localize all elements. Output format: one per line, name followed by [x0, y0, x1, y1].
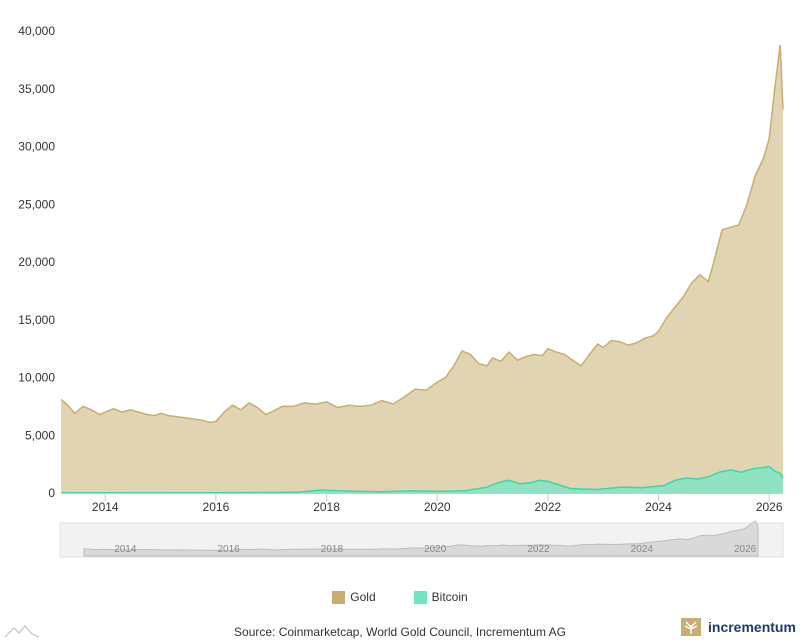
navigator-tick-label: 2022	[527, 544, 550, 555]
legend-item-gold[interactable]: Gold	[332, 590, 376, 604]
x-tick-label: 2024	[645, 500, 672, 514]
source-note: Source: Coinmarketcap, World Gold Counci…	[234, 625, 566, 639]
bitcoin-line	[60, 465, 784, 494]
x-tick-label: 2014	[92, 500, 119, 514]
legend-label-gold: Gold	[350, 590, 376, 604]
navigator-tick-label: 2020	[424, 544, 447, 555]
y-tick-label: 40,000	[18, 24, 55, 38]
navigator-tick-label: 2014	[114, 544, 137, 555]
y-tick-label: 30,000	[18, 140, 55, 154]
navigator-series	[83, 520, 759, 557]
y-tick-label: 10,000	[18, 371, 55, 385]
y-axis: 0 5,000 10,000 15,000 20,000 25,000 30,000 35,0…	[18, 24, 55, 500]
x-tick-label: 2016	[203, 500, 230, 514]
x-tick-label: 2026	[756, 500, 783, 514]
legend-label-bitcoin: Bitcoin	[431, 590, 468, 604]
y-tick-label: 35,000	[18, 82, 55, 96]
navigator[interactable]: 2014 2016 2018 2020 2022 2024 2026	[59, 520, 784, 558]
x-tick-label: 2020	[424, 500, 451, 514]
brand-name: incrementum	[708, 619, 796, 635]
navigator-tick-label: 2026	[734, 544, 757, 555]
brand-logo: incrementum	[680, 617, 796, 637]
navigator-tick-label: 2016	[217, 544, 240, 555]
plot-area	[60, 44, 784, 494]
navigator-tick-label: 2024	[631, 544, 654, 555]
bitcoin-swatch-icon	[413, 590, 427, 604]
legend: Gold Bitcoin	[0, 590, 800, 604]
gold-area	[61, 44, 783, 494]
mountain-icon	[4, 624, 40, 643]
navigator-tick-label: 2018	[321, 544, 344, 555]
x-tick-label: 2018	[313, 500, 340, 514]
y-tick-label: 15,000	[18, 313, 55, 327]
bitcoin-area	[61, 466, 783, 493]
y-tick-label: 0	[48, 486, 55, 500]
gold-swatch-icon	[332, 590, 346, 604]
y-tick-label: 20,000	[18, 255, 55, 269]
legend-item-bitcoin[interactable]: Bitcoin	[413, 590, 468, 604]
y-tick-label: 5,000	[25, 428, 55, 442]
x-tick-label: 2022	[535, 500, 562, 514]
tree-logo-icon	[681, 618, 701, 636]
y-tick-label: 25,000	[18, 197, 55, 211]
chart: 0 5,000 10,000 15,000 20,000 25,000 30,000 35,0…	[18, 24, 784, 558]
x-axis: 2014 2016 2018 2020 2022 2024 2026	[92, 493, 783, 514]
gold-line	[60, 44, 784, 424]
